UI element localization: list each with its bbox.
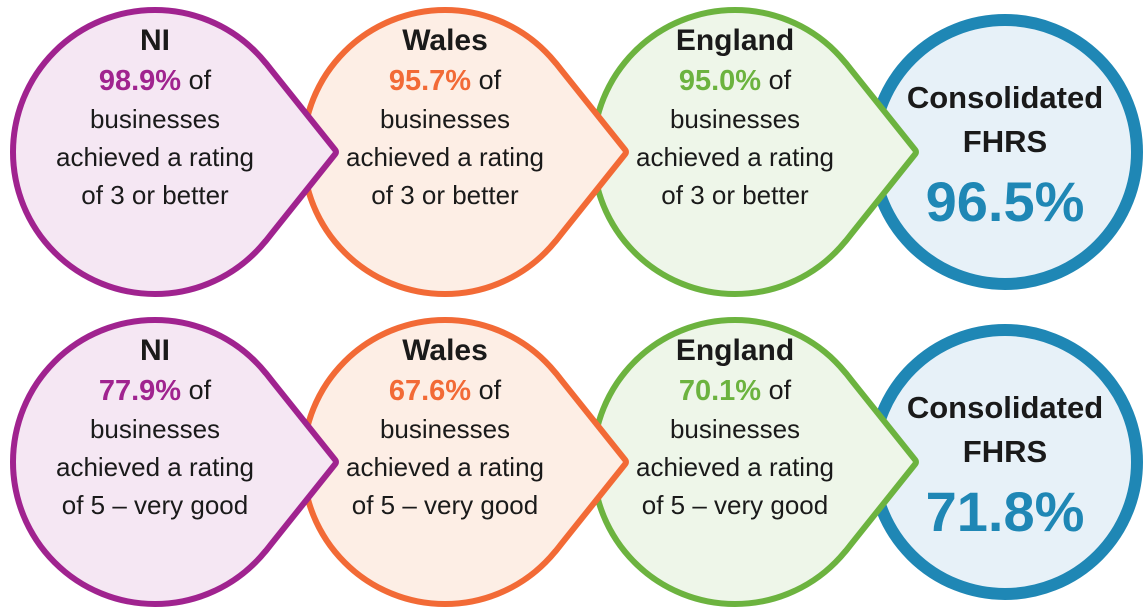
region-percent: 67.6%: [389, 375, 471, 407]
total-label: FHRS: [963, 124, 1047, 159]
percent-suffix: of: [479, 65, 502, 95]
total-label: FHRS: [963, 434, 1047, 469]
description-line: achieved a rating: [636, 142, 834, 172]
region-bubble: England 70.1% of businesses achieved a rati…: [590, 317, 919, 607]
description-line: businesses: [670, 414, 800, 444]
total-percent: 96.5%: [926, 170, 1085, 233]
bubble-circle: [16, 323, 294, 601]
total-percent: 71.8%: [926, 480, 1085, 543]
percent-line: 77.9% of: [99, 375, 212, 407]
region-name: NI: [140, 24, 170, 57]
region-bubble: Wales 67.6% of businesses achieved a rating…: [300, 317, 629, 607]
region-percent: 70.1%: [679, 375, 761, 407]
description-line: businesses: [670, 104, 800, 134]
description-line: achieved a rating: [346, 452, 544, 482]
region-bubble: NI 98.9% of businesses achieved a rating of …: [10, 7, 339, 297]
region-percent: 98.9%: [99, 65, 181, 97]
description-line: achieved a rating: [636, 452, 834, 482]
region-percent: 77.9%: [99, 375, 181, 407]
description-line: achieved a rating: [346, 142, 544, 172]
total-label: Consolidated: [907, 390, 1103, 425]
description-line: businesses: [380, 414, 510, 444]
percent-line: 98.9% of: [99, 65, 212, 97]
region-name: Wales: [402, 334, 488, 367]
region-percent: 95.0%: [679, 65, 761, 97]
region-name: NI: [140, 334, 170, 367]
region-name: England: [676, 24, 794, 57]
bubble-circle: [16, 13, 294, 291]
percent-line: 70.1% of: [679, 375, 792, 407]
percent-line: 67.6% of: [389, 375, 502, 407]
region-percent: 95.7%: [389, 65, 471, 97]
percent-suffix: of: [769, 65, 792, 95]
bubble-circle: [596, 13, 874, 291]
description-line: achieved a rating: [56, 452, 254, 482]
description-line: businesses: [90, 414, 220, 444]
description-line: achieved a rating: [56, 142, 254, 172]
bubble-circle: [306, 13, 584, 291]
description-line: of 5 – very good: [62, 490, 248, 520]
region-name: Wales: [402, 24, 488, 57]
region-name: England: [676, 334, 794, 367]
region-bubble: Wales 95.7% of businesses achieved a rating…: [300, 7, 629, 297]
description-line: businesses: [380, 104, 510, 134]
description-line: of 5 – very good: [642, 490, 828, 520]
description-line: of 3 or better: [81, 180, 229, 210]
percent-line: 95.7% of: [389, 65, 502, 97]
percent-suffix: of: [769, 375, 792, 405]
percent-line: 95.0% of: [679, 65, 792, 97]
region-bubble: NI 77.9% of businesses achieved a rating of …: [10, 317, 339, 607]
total-bubble: Consolidated FHRS 96.5%: [867, 14, 1143, 290]
total-bubble: Consolidated FHRS 71.8%: [867, 324, 1143, 600]
description-line: businesses: [90, 104, 220, 134]
description-line: of 3 or better: [661, 180, 809, 210]
description-line: of 5 – very good: [352, 490, 538, 520]
percent-suffix: of: [189, 65, 212, 95]
description-line: of 3 or better: [371, 180, 519, 210]
total-label: Consolidated: [907, 80, 1103, 115]
bubble-circle: [306, 323, 584, 601]
percent-suffix: of: [479, 375, 502, 405]
region-bubble: England 95.0% of businesses achieved a rati…: [590, 7, 919, 297]
bubble-circle: [596, 323, 874, 601]
percent-suffix: of: [189, 375, 212, 405]
